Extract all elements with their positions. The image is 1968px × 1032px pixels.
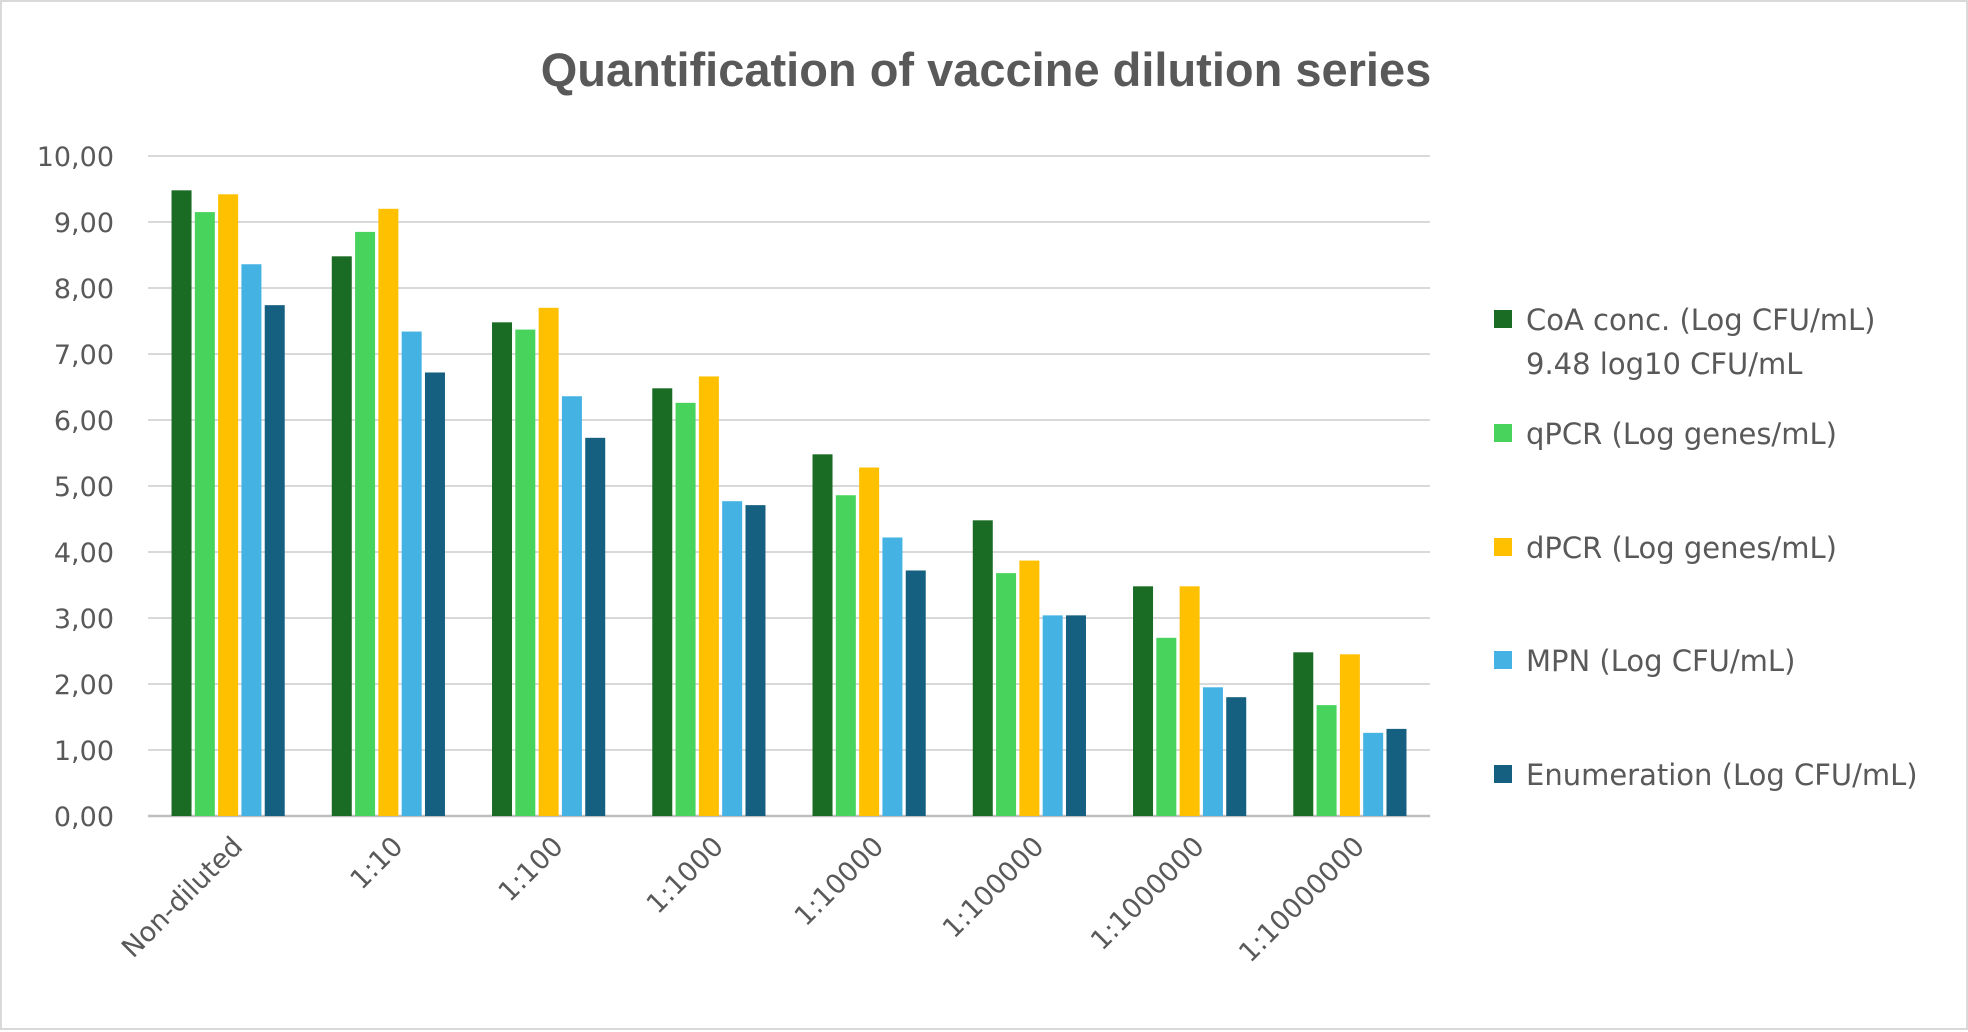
y-tick-label: 0,00 (54, 802, 114, 833)
x-tick-label: 1:100 (493, 831, 570, 908)
legend-swatch (1494, 765, 1512, 783)
bar-mpn-6 (1202, 687, 1223, 816)
bar-qpcr-7 (1316, 705, 1337, 816)
bar-qpcr-5 (996, 573, 1017, 816)
bar-qpcr-2 (515, 329, 536, 816)
y-axis: 0,00 1,00 2,00 3,00 4,00 5,00 6,00 7,00 8,00 9,00… (37, 142, 114, 833)
bar-enumeration-7 (1386, 728, 1407, 816)
y-tick-label: 8,00 (54, 274, 114, 305)
legend-label-line2: 9.48 log10 CFU/mL (1526, 347, 1802, 381)
y-tick-label: 5,00 (54, 472, 114, 503)
bar-dpcr-4 (859, 467, 880, 816)
bar-dpcr-5 (1019, 560, 1040, 816)
y-tick-label: 10,00 (37, 142, 114, 173)
x-tick-label: 1:10000000 (1233, 831, 1371, 969)
chart-title: Quantification of vaccine dilution serie… (541, 43, 1432, 96)
bar-dpcr-7 (1339, 654, 1360, 816)
bar-coa-2 (492, 322, 513, 816)
bar-dpcr-3 (698, 376, 719, 816)
bar-coa-6 (1133, 586, 1154, 816)
x-tick-label: 1:10000 (789, 831, 890, 932)
bar-mpn-1 (401, 331, 422, 816)
y-tick-label: 1,00 (54, 736, 114, 767)
legend-label: Enumeration (Log CFU/mL) (1526, 758, 1918, 792)
bar-mpn-5 (1042, 615, 1063, 816)
bar-qpcr-0 (194, 212, 215, 817)
bar-qpcr-1 (355, 231, 376, 816)
y-tick-label: 2,00 (54, 670, 114, 701)
x-axis: Non-diluted 1:10 1:100 1:1000 1:10000 1:10000… (116, 831, 1371, 969)
bar-coa-7 (1293, 652, 1314, 816)
legend-label: qPCR (Log genes/mL) (1526, 417, 1837, 451)
y-tick-label: 4,00 (54, 538, 114, 569)
bar-mpn-2 (561, 396, 582, 816)
bar-enumeration-3 (745, 505, 766, 816)
legend-label: MPN (Log CFU/mL) (1526, 644, 1795, 678)
y-tick-label: 9,00 (54, 208, 114, 239)
bar-enumeration-1 (424, 372, 445, 816)
y-tick-label: 6,00 (54, 406, 114, 437)
bar-enumeration-6 (1226, 697, 1247, 816)
bar-coa-0 (171, 190, 192, 816)
bar-coa-5 (972, 520, 993, 816)
y-tick-label: 7,00 (54, 340, 114, 371)
bar-enumeration-5 (1065, 615, 1086, 816)
legend-swatch (1494, 651, 1512, 669)
bar-enumeration-2 (585, 437, 606, 816)
legend-swatch (1494, 310, 1512, 328)
legend-label: CoA conc. (Log CFU/mL) (1526, 303, 1875, 337)
legend-swatch (1494, 424, 1512, 442)
bar-enumeration-0 (264, 305, 285, 816)
x-tick-label: 1:1000000 (1085, 831, 1211, 957)
x-tick-label: 1:10 (345, 831, 410, 896)
x-tick-label: Non-diluted (116, 831, 249, 964)
bar-mpn-3 (722, 501, 743, 816)
bar-qpcr-6 (1156, 637, 1177, 816)
bar-dpcr-2 (538, 307, 559, 816)
x-tick-label: 1:100000 (937, 831, 1050, 944)
bars (171, 190, 1407, 817)
bar-coa-4 (812, 454, 833, 816)
bar-qpcr-4 (835, 495, 856, 816)
bar-coa-3 (652, 388, 673, 816)
bar-enumeration-4 (905, 570, 926, 816)
bar-qpcr-3 (675, 402, 696, 816)
bar-mpn-7 (1363, 732, 1384, 816)
bar-dpcr-6 (1179, 586, 1200, 816)
bar-dpcr-0 (218, 194, 239, 816)
legend: CoA conc. (Log CFU/mL) 9.48 log10 CFU/mL q… (1494, 303, 1918, 792)
legend-swatch (1494, 538, 1512, 556)
bar-dpcr-1 (378, 208, 399, 817)
bar-mpn-0 (241, 264, 262, 816)
x-tick-label: 1:1000 (641, 831, 730, 920)
bar-coa-1 (331, 256, 352, 816)
bar-mpn-4 (882, 537, 903, 816)
legend-label: dPCR (Log genes/mL) (1526, 531, 1837, 565)
y-tick-label: 3,00 (54, 604, 114, 635)
